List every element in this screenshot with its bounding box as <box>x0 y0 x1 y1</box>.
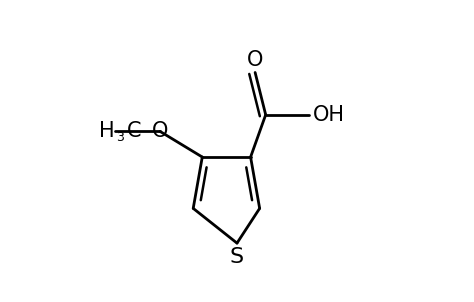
Text: O: O <box>247 50 264 70</box>
Text: S: S <box>230 247 244 267</box>
Text: H: H <box>99 121 115 141</box>
Text: O: O <box>152 121 168 141</box>
Text: C: C <box>127 121 141 141</box>
Text: 3: 3 <box>116 131 124 144</box>
Text: OH: OH <box>312 105 345 125</box>
